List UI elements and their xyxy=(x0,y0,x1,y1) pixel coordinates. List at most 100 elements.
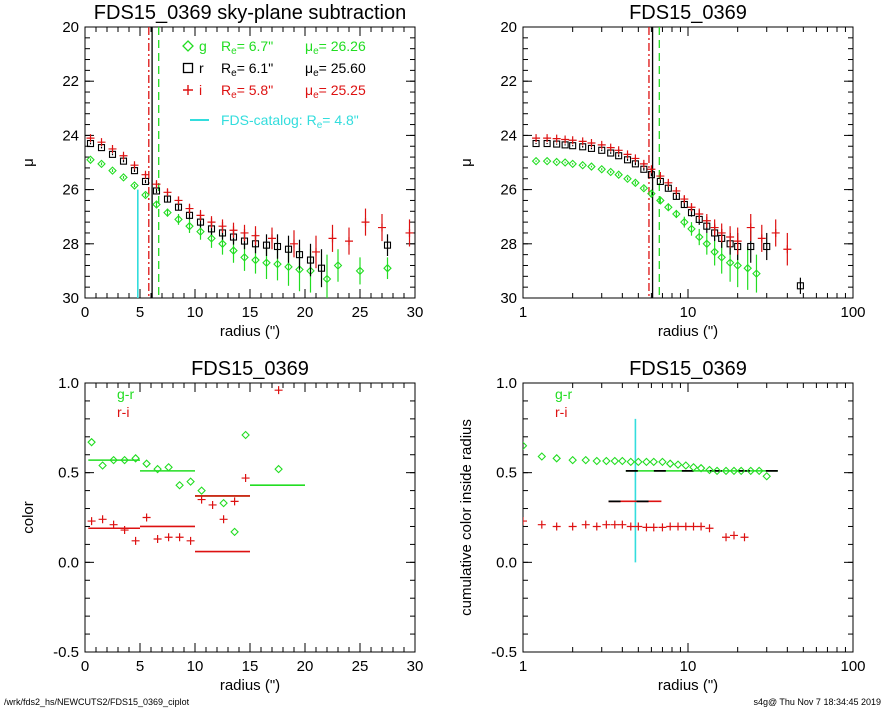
data-point xyxy=(614,170,623,179)
data-point xyxy=(98,461,107,470)
data-point xyxy=(230,497,239,506)
data-point xyxy=(647,189,656,198)
x-tick-label: 25 xyxy=(352,658,369,675)
data-point xyxy=(729,531,738,540)
data-point xyxy=(687,203,696,212)
plot-area xyxy=(86,27,414,298)
legend-entry: r-i xyxy=(117,404,129,420)
data-point xyxy=(689,463,698,472)
data-point xyxy=(306,256,315,264)
data-point xyxy=(142,459,151,468)
series-g xyxy=(86,155,392,298)
data-point xyxy=(164,533,173,542)
data-point xyxy=(174,215,183,224)
y-tick-label: 0.0 xyxy=(58,554,79,571)
data-point xyxy=(141,190,150,200)
data-point xyxy=(681,461,691,470)
data-point xyxy=(163,188,172,197)
legend-mue: μe= 25.25 xyxy=(305,82,366,101)
legend-entry: g-r xyxy=(117,386,134,402)
data-point xyxy=(322,274,332,284)
data-point xyxy=(665,459,675,468)
legend-re: Re= 5.8" xyxy=(221,82,273,101)
data-point xyxy=(87,517,96,526)
data-point xyxy=(361,218,370,227)
y-tick-label: 28 xyxy=(62,236,79,253)
data-point xyxy=(783,245,792,254)
y-axis-label: μ xyxy=(458,158,475,167)
data-point xyxy=(108,166,117,175)
data-point xyxy=(97,159,106,169)
data-point xyxy=(705,524,714,533)
data-point xyxy=(695,209,704,218)
data-point xyxy=(175,480,184,490)
data-point xyxy=(664,178,673,187)
data-point xyxy=(623,174,632,184)
data-point xyxy=(602,520,611,529)
data-point xyxy=(230,527,239,537)
data-point xyxy=(251,255,260,265)
y-tick-label: 0.5 xyxy=(58,465,79,482)
plot-frame xyxy=(84,382,416,653)
data-point xyxy=(537,452,547,461)
data-point xyxy=(560,158,570,167)
data-point xyxy=(568,159,577,169)
footer-timestamp: s4g@ Thu Nov 7 18:34:45 2019 xyxy=(753,697,881,707)
data-point xyxy=(757,234,766,243)
data-point xyxy=(649,523,658,532)
legend-band-label: r xyxy=(199,60,204,76)
y-tick-label: 20 xyxy=(62,19,79,36)
data-point xyxy=(295,251,304,259)
data-point xyxy=(268,234,276,243)
data-point xyxy=(383,241,392,249)
data-point xyxy=(568,455,577,465)
y-tick-label: 1.0 xyxy=(58,375,79,392)
y-tick-label: 26 xyxy=(62,182,79,199)
data-point xyxy=(642,523,651,532)
data-point xyxy=(610,520,619,529)
data-point xyxy=(658,457,667,467)
data-point xyxy=(722,533,731,542)
data-point xyxy=(746,223,755,232)
data-point xyxy=(712,466,722,476)
legend-marker xyxy=(182,40,194,52)
data-point xyxy=(185,221,194,231)
data-point xyxy=(97,138,106,147)
data-point xyxy=(733,261,742,270)
x-tick-label: 20 xyxy=(297,304,314,321)
series-r xyxy=(86,139,392,288)
data-point xyxy=(333,261,343,270)
data-point xyxy=(710,223,719,232)
data-point xyxy=(153,535,162,544)
data-point xyxy=(186,477,195,486)
data-point xyxy=(614,146,623,155)
data-point xyxy=(602,456,611,466)
data-point xyxy=(345,237,353,246)
legend-band-label: g xyxy=(199,38,207,54)
data-point xyxy=(196,211,205,220)
data-point xyxy=(163,208,172,217)
data-point xyxy=(241,430,250,440)
data-point xyxy=(631,154,640,163)
data-point xyxy=(98,515,107,524)
legend: g Re= 6.7" μe= 26.26 r Re= 6.1" μe= 25.60 i Re=… xyxy=(182,38,366,131)
x-tick-label: 30 xyxy=(407,304,424,321)
legend-catalog-label: FDS-catalog: Re= 4.8" xyxy=(221,112,359,131)
series-r-i xyxy=(523,517,749,542)
y-tick-label: 28 xyxy=(500,236,517,253)
chart-title: FDS15_0369 xyxy=(191,358,309,380)
y-tick-label: 0.0 xyxy=(496,554,517,571)
data-point xyxy=(656,196,665,205)
panel-p1: FDS15_0369 sky-plane subtraction radius (… xyxy=(20,2,423,340)
x-axis-label: radius (") xyxy=(658,677,718,694)
data-point xyxy=(87,437,96,447)
data-point xyxy=(740,533,749,542)
footer-path: /wrk/fds2_hs/NEWCUTS2/FDS15_0369_ciplot xyxy=(4,697,190,707)
legend: g-r r-i xyxy=(117,386,134,420)
data-point xyxy=(673,460,683,469)
series-g-r xyxy=(87,430,283,537)
data-point xyxy=(696,463,706,473)
legend: g-r r-i xyxy=(555,386,572,420)
data-point xyxy=(796,282,804,290)
